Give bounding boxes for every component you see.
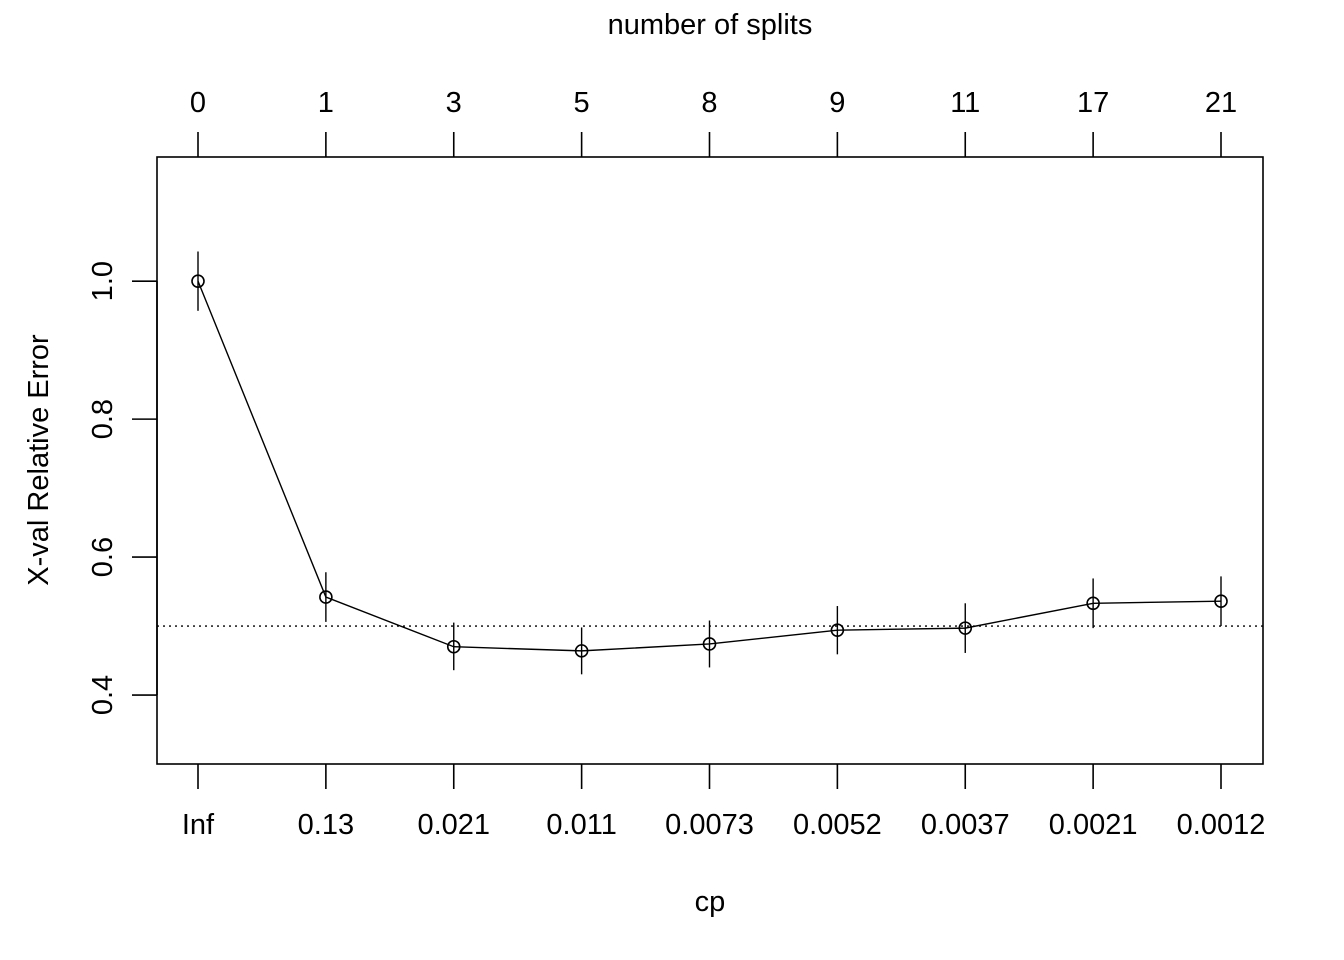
y-axis-title: X-val Relative Error [23,334,55,586]
top-tick-label-6: 11 [950,87,980,119]
top-tick-label-0: 0 [190,87,206,119]
y-tick-label-1: 0.6 [87,537,119,577]
top-tick-label-4: 8 [701,87,717,119]
series-line [197,280,1222,652]
y-tick-label-3: 1.0 [87,261,119,301]
data-point-5 [830,623,845,637]
top-tick-label-3: 5 [574,87,590,119]
x-tick-label-5: 0.0052 [793,809,882,841]
plot-frame [156,156,1264,765]
x-tick-label-2: 0.021 [417,809,490,841]
data-point-7 [1086,596,1100,611]
y-tick-label-0: 0.4 [87,675,119,715]
top-tick-label-8: 21 [1205,87,1237,119]
x-tick-label-6: 0.0037 [921,809,1010,841]
x-tick-label-1: 0.13 [298,809,354,841]
data-point-1 [319,590,333,604]
top-tick-label-5: 9 [829,87,845,119]
x-axis-title: cp [695,886,726,918]
data-point-4 [702,637,717,651]
top-tick-label-7: 17 [1077,87,1109,119]
x-tick-label-7: 0.0021 [1049,809,1138,841]
data-point-6 [958,621,973,635]
data-point-2 [446,639,461,654]
top-tick-label-2: 3 [446,87,462,119]
x-tick-label-4: 0.0073 [665,809,754,841]
x-tick-label-0: Inf [182,809,215,841]
x-tick-label-3: 0.011 [546,809,616,841]
data-point-3 [574,644,589,658]
data-point-8 [1214,594,1228,609]
top-axis-title: number of splits [608,9,813,41]
data-point-0 [191,274,205,288]
top-tick-label-1: 1 [318,87,334,119]
x-tick-label-8: 0.0012 [1177,809,1266,841]
y-tick-label-2: 0.8 [87,399,119,439]
